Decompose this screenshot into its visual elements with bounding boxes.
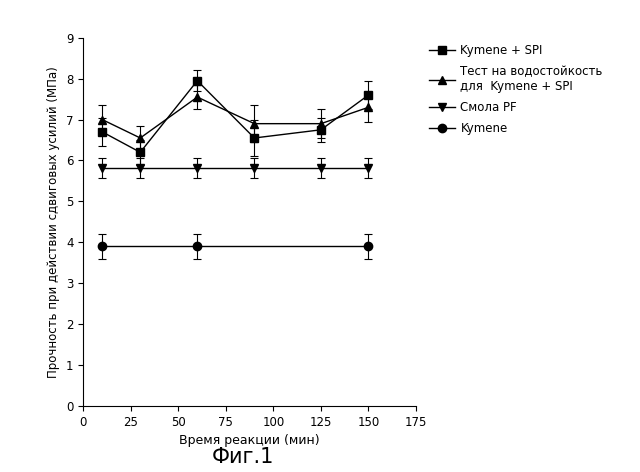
X-axis label: Время реакции (мин): Время реакции (мин) [179,434,320,447]
Text: Фиг.1: Фиг.1 [212,447,275,467]
Legend: Kymene + SPI, Тест на водостойкость
для  Kymene + SPI, Смола PF, Kymene: Kymene + SPI, Тест на водостойкость для … [429,44,603,135]
Y-axis label: Прочность при действии сдвиговых усилий (МПа): Прочность при действии сдвиговых усилий … [47,66,60,378]
